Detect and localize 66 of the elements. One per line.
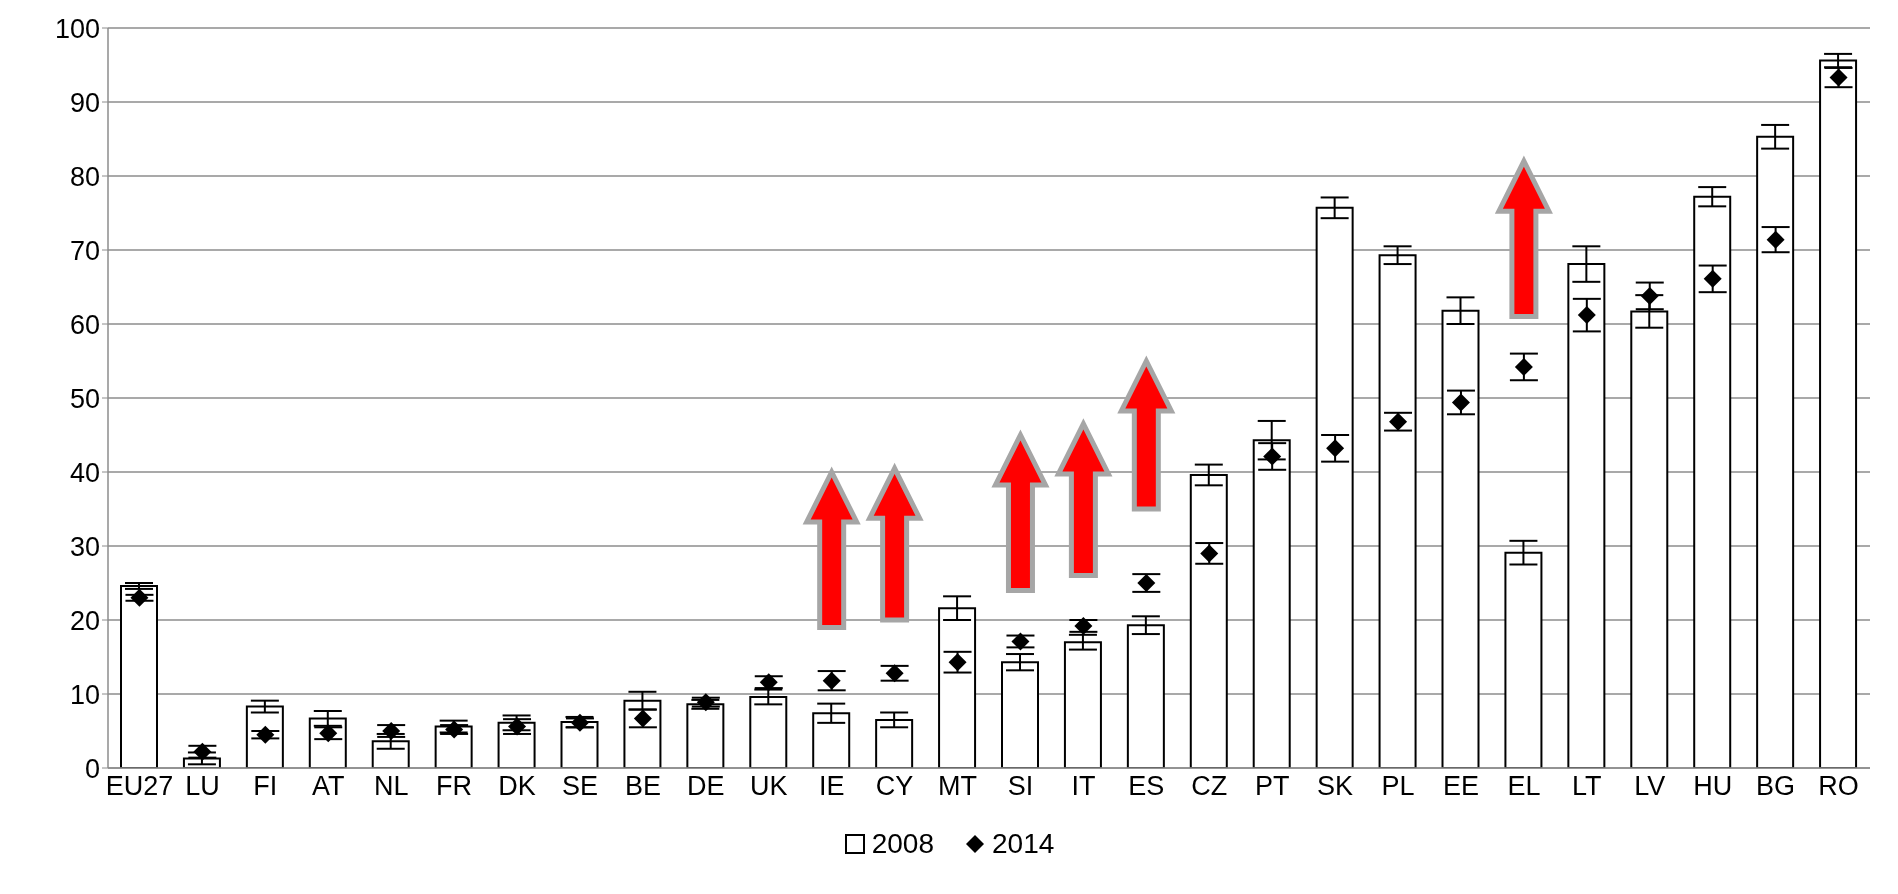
point <box>1137 574 1156 592</box>
point <box>445 720 464 739</box>
x-tick-label: SI <box>1007 771 1034 802</box>
x-tick-label: EE <box>1442 771 1479 802</box>
x-tick-label: MT <box>938 771 978 802</box>
y-tick-label: 90 <box>69 87 100 118</box>
x-tick-label: ES <box>1128 771 1165 802</box>
point <box>570 713 589 732</box>
x-tick-label: BG <box>1756 771 1796 802</box>
legend-label: 2008 <box>871 828 934 860</box>
x-tick-label: IT <box>1071 771 1096 802</box>
point <box>1640 286 1659 305</box>
legend-label: 2014 <box>992 828 1055 860</box>
point <box>1326 439 1345 458</box>
y-tick-label: 10 <box>69 679 100 710</box>
point <box>130 588 149 607</box>
x-tick-label: SE <box>561 771 598 802</box>
bar <box>120 584 158 768</box>
point <box>1766 230 1785 249</box>
x-tick-label: LV <box>1634 771 1666 802</box>
point <box>948 653 967 672</box>
point <box>1514 357 1533 376</box>
y-tick-label: 70 <box>69 235 100 266</box>
point <box>1074 616 1093 635</box>
x-tick-label: HU <box>1693 771 1733 802</box>
x-tick-label: NL <box>373 771 409 802</box>
x-tick-label: BE <box>624 771 661 802</box>
point <box>1389 412 1408 431</box>
y-tick-label: 80 <box>69 161 100 192</box>
point <box>1263 447 1282 466</box>
x-tick-label: LU <box>185 771 220 802</box>
x-tick-label: FI <box>253 771 278 802</box>
point <box>508 717 527 736</box>
point <box>1577 306 1596 325</box>
y-tick-label: 30 <box>69 531 100 562</box>
x-tick-label: LT <box>1572 771 1602 802</box>
point <box>1703 269 1722 288</box>
x-tick-label: EU27 <box>105 771 174 802</box>
x-tick-label: CY <box>875 771 914 802</box>
y-tick-label: 100 <box>54 13 100 44</box>
x-tick-label: IE <box>818 771 845 802</box>
y-tick-label: 20 <box>69 605 100 636</box>
point <box>382 722 401 740</box>
point <box>822 671 841 690</box>
x-tick-label: PT <box>1254 771 1290 802</box>
y-tick-label: 60 <box>69 309 100 340</box>
x-tick-label: EL <box>1507 771 1541 802</box>
x-tick-label: FR <box>436 771 473 802</box>
x-tick-label: UK <box>749 771 788 802</box>
y-tick-label: 40 <box>69 457 100 488</box>
point <box>696 693 715 712</box>
y-tick-label: 0 <box>84 753 100 784</box>
y-tick-label: 50 <box>69 383 100 414</box>
x-tick-label: PL <box>1381 771 1415 802</box>
point <box>1011 632 1030 651</box>
x-tick-label: AT <box>312 771 345 802</box>
x-tick-label: SK <box>1317 771 1354 802</box>
x-tick-label: DK <box>498 771 536 802</box>
point <box>193 742 212 761</box>
point <box>1200 544 1219 563</box>
point <box>759 673 778 692</box>
x-tick-label: DE <box>687 771 725 802</box>
point <box>885 664 904 683</box>
point <box>1451 393 1470 412</box>
x-tick-label: RO <box>1818 771 1859 802</box>
x-tick-label: CZ <box>1191 771 1228 802</box>
